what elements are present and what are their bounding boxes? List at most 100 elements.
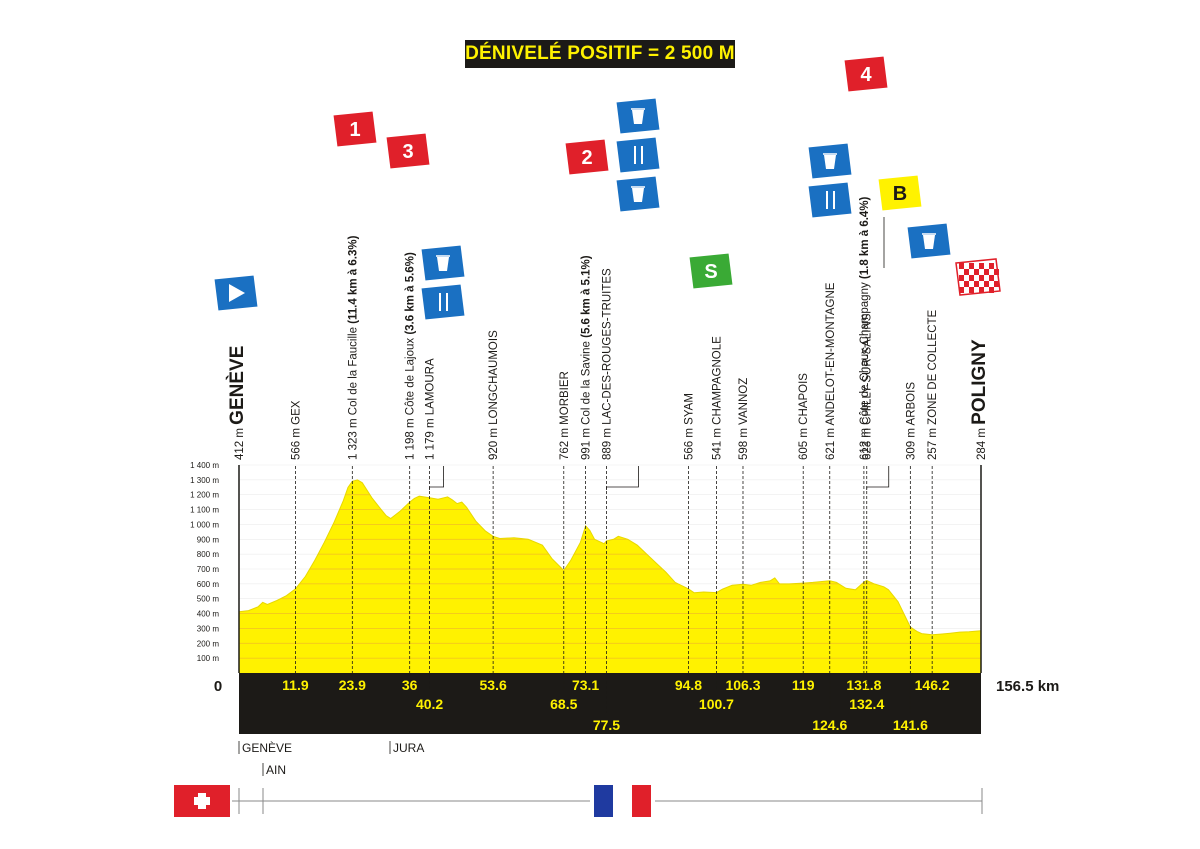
region-label: JURA bbox=[393, 741, 424, 755]
climb-category-3-icon-shape bbox=[385, 132, 431, 170]
start-icon bbox=[213, 274, 259, 312]
point-label: 1 323 m Col de la Faucille (11.4 km à 6.… bbox=[347, 235, 359, 460]
y-tick-label: 1 200 m bbox=[190, 491, 219, 500]
point-name: LAC-DES-ROUGES-TRUITES bbox=[601, 268, 613, 425]
point-label: 991 m Col de la Savine (5.6 km à 5.1%) bbox=[581, 255, 593, 460]
climb-category-1-icon: 1 bbox=[332, 110, 378, 148]
distance-band: 0 156.5 km bbox=[214, 673, 1059, 734]
climb-category-2-icon-text: 2 bbox=[581, 147, 592, 169]
km-label: 73.1 bbox=[572, 677, 599, 693]
elevation-line bbox=[238, 479, 982, 636]
cup-glyph bbox=[632, 188, 644, 202]
km-label: 94.8 bbox=[675, 677, 702, 693]
point-name: Col de la Faucille bbox=[347, 324, 359, 415]
y-tick-label: 200 m bbox=[197, 639, 220, 648]
point-label: 309 m ARBOIS bbox=[905, 382, 917, 460]
leader-line bbox=[606, 466, 639, 490]
point-label: 1 179 m LAMOURA bbox=[425, 358, 437, 460]
y-tick-label: 1 100 m bbox=[190, 506, 219, 515]
feed-zone-icon-shape bbox=[615, 136, 661, 174]
intermediate-sprint-icon-text: S bbox=[704, 261, 717, 283]
bonus-sprint-icon: B bbox=[877, 174, 923, 212]
leader-line bbox=[429, 466, 444, 490]
km-label: 40.2 bbox=[416, 696, 443, 712]
finish-check bbox=[964, 269, 969, 275]
point-label-text: 1 179 m LAMOURA bbox=[425, 358, 437, 460]
intermediate-sprint-icon-shape bbox=[688, 252, 734, 290]
point-label: 1 198 m Côte de Lajoux (3.6 km à 5.6%) bbox=[405, 252, 417, 460]
point-label: 621 m ANDELOT-EN-MONTAGNE bbox=[825, 282, 837, 460]
point-altitude: 257 m bbox=[927, 428, 939, 460]
climb-stats: (3.6 km à 5.6%) bbox=[405, 252, 417, 335]
point-label-text: 991 m Col de la Savine (5.6 km à 5.1%) bbox=[581, 255, 593, 460]
km-label: 106.3 bbox=[725, 677, 760, 693]
point-altitude: 1 179 m bbox=[425, 418, 437, 460]
bonus-sprint-icon-shape bbox=[877, 174, 923, 212]
x-start-label: 0 bbox=[214, 678, 222, 695]
cup-glyph bbox=[632, 110, 644, 124]
point-altitude: 309 m bbox=[905, 428, 917, 460]
feed-zone-icon-shape bbox=[807, 181, 853, 219]
point-altitude: 1 323 m bbox=[347, 418, 359, 460]
finish-check bbox=[959, 287, 964, 293]
point-altitude: 566 m bbox=[683, 428, 695, 460]
y-axis: 100 m 200 m 300 m 400 m 500 m 600 m 700 m 800 m… bbox=[190, 461, 982, 673]
point-name: Col de la Savine bbox=[581, 338, 593, 425]
climb-category-1-icon-shape bbox=[332, 110, 378, 148]
point-label-text: 621 m ANDELOT-EN-MONTAGNE bbox=[825, 282, 837, 460]
bidon-icon bbox=[615, 97, 661, 135]
point-name: ARBOIS bbox=[905, 382, 917, 426]
point-label: 566 m GEX bbox=[290, 400, 302, 460]
point-name: Côte de Lajoux bbox=[405, 335, 417, 416]
y-tick-label: 1 300 m bbox=[190, 476, 219, 485]
finish-check bbox=[959, 263, 964, 269]
intermediate-sprint-icon: S bbox=[688, 252, 734, 290]
km-label: 132.4 bbox=[849, 696, 884, 712]
km-label: 77.5 bbox=[593, 717, 620, 733]
point-label-text: 566 m SYAM bbox=[683, 393, 695, 460]
feed-zone-icon bbox=[807, 181, 853, 219]
route-icons: 1 3 2 4 B S bbox=[213, 55, 1001, 490]
point-name: POLIGNY bbox=[969, 339, 990, 425]
finish-check bbox=[974, 269, 979, 275]
point-altitude: 621 m bbox=[825, 428, 837, 460]
point-name: LONGCHAUMOIS bbox=[488, 330, 500, 425]
finish-check bbox=[994, 281, 999, 287]
point-label: 605 m CHAPOIS bbox=[798, 373, 810, 460]
point-label: 257 m ZONE DE COLLECTE bbox=[927, 309, 939, 460]
point-altitude: 566 m bbox=[290, 428, 302, 460]
cup-glyph bbox=[437, 257, 449, 271]
finish-check bbox=[979, 263, 984, 269]
swiss-cross-h bbox=[194, 797, 210, 805]
y-tick-label: 900 m bbox=[197, 535, 220, 544]
km-label: 141.6 bbox=[893, 717, 928, 733]
km-label: 68.5 bbox=[550, 696, 577, 712]
finish-flag-icon bbox=[955, 258, 1001, 296]
point-label: 566 m SYAM bbox=[683, 393, 695, 460]
point-label: 612 m Côte de Chaux-Champagny (1.8 km à … bbox=[859, 196, 871, 460]
cup-glyph bbox=[824, 155, 836, 169]
climb-category-4-icon-text: 4 bbox=[860, 64, 872, 86]
x-end-label: 156.5 km bbox=[996, 678, 1059, 695]
point-label: 920 m LONGCHAUMOIS bbox=[488, 330, 500, 460]
point-label: 762 m MORBIER bbox=[559, 371, 571, 460]
climb-category-2-icon: 2 bbox=[564, 138, 610, 176]
point-altitude: 284 m bbox=[976, 428, 988, 460]
point-altitude: 1 198 m bbox=[405, 418, 417, 460]
finish-check bbox=[969, 287, 974, 293]
region-label: GENÈVE bbox=[242, 740, 292, 755]
y-tick-label: 500 m bbox=[197, 595, 220, 604]
finish-check bbox=[979, 287, 984, 293]
y-tick-label: 800 m bbox=[197, 550, 220, 559]
point-label-text: 1 198 m Côte de Lajoux (3.6 km à 5.6%) bbox=[405, 252, 417, 460]
point-name: LAMOURA bbox=[425, 358, 437, 415]
finish-check bbox=[984, 281, 989, 287]
point-label: 623 m CHILLY-SUR-SALINS bbox=[862, 313, 874, 460]
feed-zone-icon bbox=[615, 136, 661, 174]
finish-check bbox=[984, 269, 989, 275]
point-label-text: 412 m GENÈVE bbox=[226, 346, 248, 460]
start-arrow-glyph bbox=[229, 284, 245, 302]
finish-check bbox=[994, 269, 999, 275]
climb-category-3-icon: 3 bbox=[385, 132, 431, 170]
point-label: 412 m GENÈVE bbox=[226, 346, 248, 460]
